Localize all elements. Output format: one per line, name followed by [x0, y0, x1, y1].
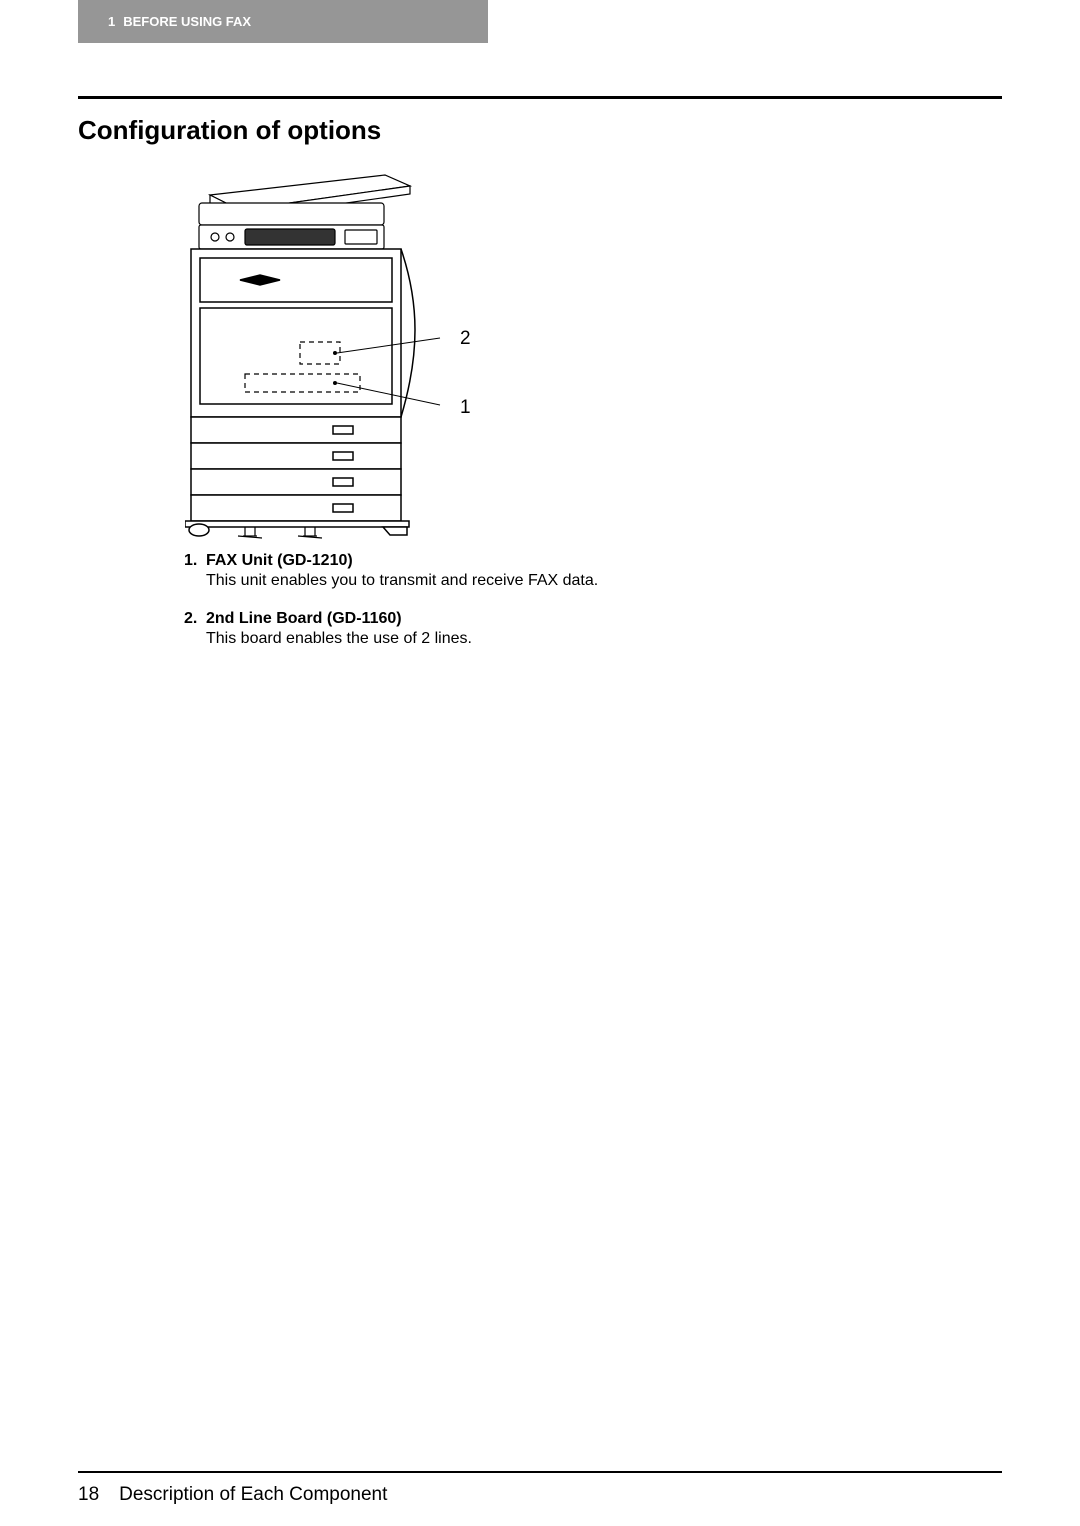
page-footer: 18 Description of Each Component — [78, 1484, 387, 1506]
chapter-number: 1 — [108, 14, 115, 29]
list-item-title: 2nd Line Board (GD-1160) — [206, 610, 402, 627]
list-item: 1.FAX Unit (GD-1210) This unit enables y… — [184, 552, 1002, 592]
section-title: Configuration of options — [78, 115, 381, 146]
options-list: 1.FAX Unit (GD-1210) This unit enables y… — [184, 552, 1002, 667]
list-item-title: FAX Unit (GD-1210) — [206, 552, 353, 569]
list-number: 1. — [184, 552, 206, 570]
chapter-title: BEFORE USING FAX — [123, 14, 251, 29]
top-horizontal-rule — [78, 96, 1002, 99]
footer-title: Description of Each Component — [119, 1484, 387, 1506]
printer-svg — [185, 170, 480, 540]
diagram-callout-1: 1 — [460, 397, 471, 419]
list-item: 2.2nd Line Board (GD-1160) This board en… — [184, 610, 1002, 650]
page-number: 18 — [78, 1484, 99, 1506]
list-item-description: This unit enables you to transmit and re… — [206, 570, 1002, 592]
diagram-callout-2: 2 — [460, 328, 471, 350]
printer-diagram — [185, 170, 525, 540]
list-item-description: This board enables the use of 2 lines. — [206, 628, 1002, 650]
chapter-header-bar: 1 BEFORE USING FAX — [78, 0, 488, 43]
bottom-horizontal-rule — [78, 1471, 1002, 1473]
list-number: 2. — [184, 610, 206, 628]
